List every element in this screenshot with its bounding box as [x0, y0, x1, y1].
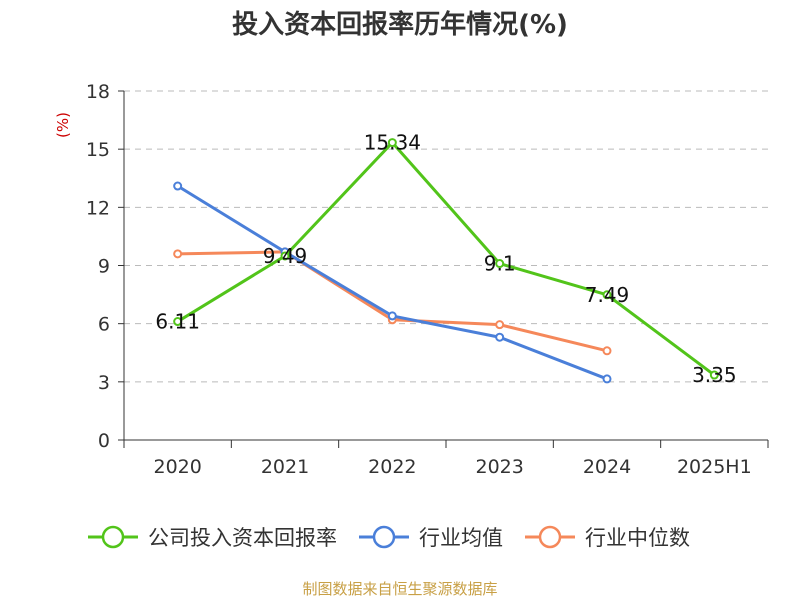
data-point[interactable]	[280, 251, 290, 261]
axes: 0 3 6 9 12 15 18 2020 2021 2022 2023 2024 2025H1	[86, 81, 769, 478]
legend-label: 行业中位数	[585, 526, 690, 550]
legend[interactable]: 公司投入资本回报率 行业均值 行业中位数	[88, 525, 690, 550]
data-point[interactable]	[602, 290, 612, 300]
x-tick-label: 2020	[153, 456, 201, 478]
y-tick-label: 3	[98, 372, 110, 394]
data-label: 6.11	[155, 310, 200, 334]
x-tick-label: 2024	[583, 456, 631, 478]
legend-item[interactable]: 行业中位数	[525, 525, 690, 550]
data-point[interactable]	[495, 320, 505, 330]
data-label: 9.1	[484, 252, 516, 276]
x-tick-label: 2021	[261, 456, 309, 478]
data-point[interactable]	[387, 311, 397, 321]
y-tick-label: 18	[86, 81, 110, 103]
gridlines	[124, 90, 768, 383]
data-point[interactable]	[602, 346, 612, 356]
legend-label: 公司投入资本回报率	[148, 526, 337, 550]
y-tick-label: 9	[98, 256, 110, 278]
x-tick-label: 2022	[368, 456, 416, 478]
x-tick-label: 2023	[475, 456, 523, 478]
data-point[interactable]	[173, 317, 183, 327]
legend-item[interactable]: 公司投入资本回报率	[88, 525, 337, 550]
y-axis-unit-label: (%)	[54, 112, 72, 138]
series-lines	[173, 138, 719, 384]
data-label: 9.49	[263, 244, 308, 268]
legend-marker	[101, 525, 125, 549]
legend-item[interactable]: 行业均值	[359, 525, 503, 550]
legend-label: 行业均值	[419, 526, 503, 550]
data-point[interactable]	[709, 370, 719, 380]
legend-marker	[372, 525, 396, 549]
series-line	[176, 141, 716, 377]
y-tick-label: 6	[98, 314, 110, 336]
source-note: 制图数据来自恒生聚源数据库	[302, 580, 497, 598]
data-label: 7.49	[585, 283, 630, 307]
data-point[interactable]	[387, 138, 397, 148]
data-point[interactable]	[495, 259, 505, 269]
data-point[interactable]	[602, 374, 612, 384]
y-tick-label: 15	[86, 139, 110, 161]
legend-marker	[538, 525, 562, 549]
data-point[interactable]	[173, 249, 183, 259]
data-point[interactable]	[173, 181, 183, 191]
data-label: 15.34	[364, 131, 421, 155]
data-point[interactable]	[495, 332, 505, 342]
x-tick-label: 2025H1	[677, 456, 752, 478]
data-labels: 6.11 9.49 15.34 9.1 7.49 3.35	[155, 131, 736, 387]
y-tick-label: 0	[98, 430, 110, 452]
chart-title: 投入资本回报率历年情况(%)	[232, 9, 568, 40]
y-tick-label: 12	[86, 197, 110, 219]
data-label: 3.35	[692, 363, 737, 387]
series-line	[177, 250, 608, 353]
